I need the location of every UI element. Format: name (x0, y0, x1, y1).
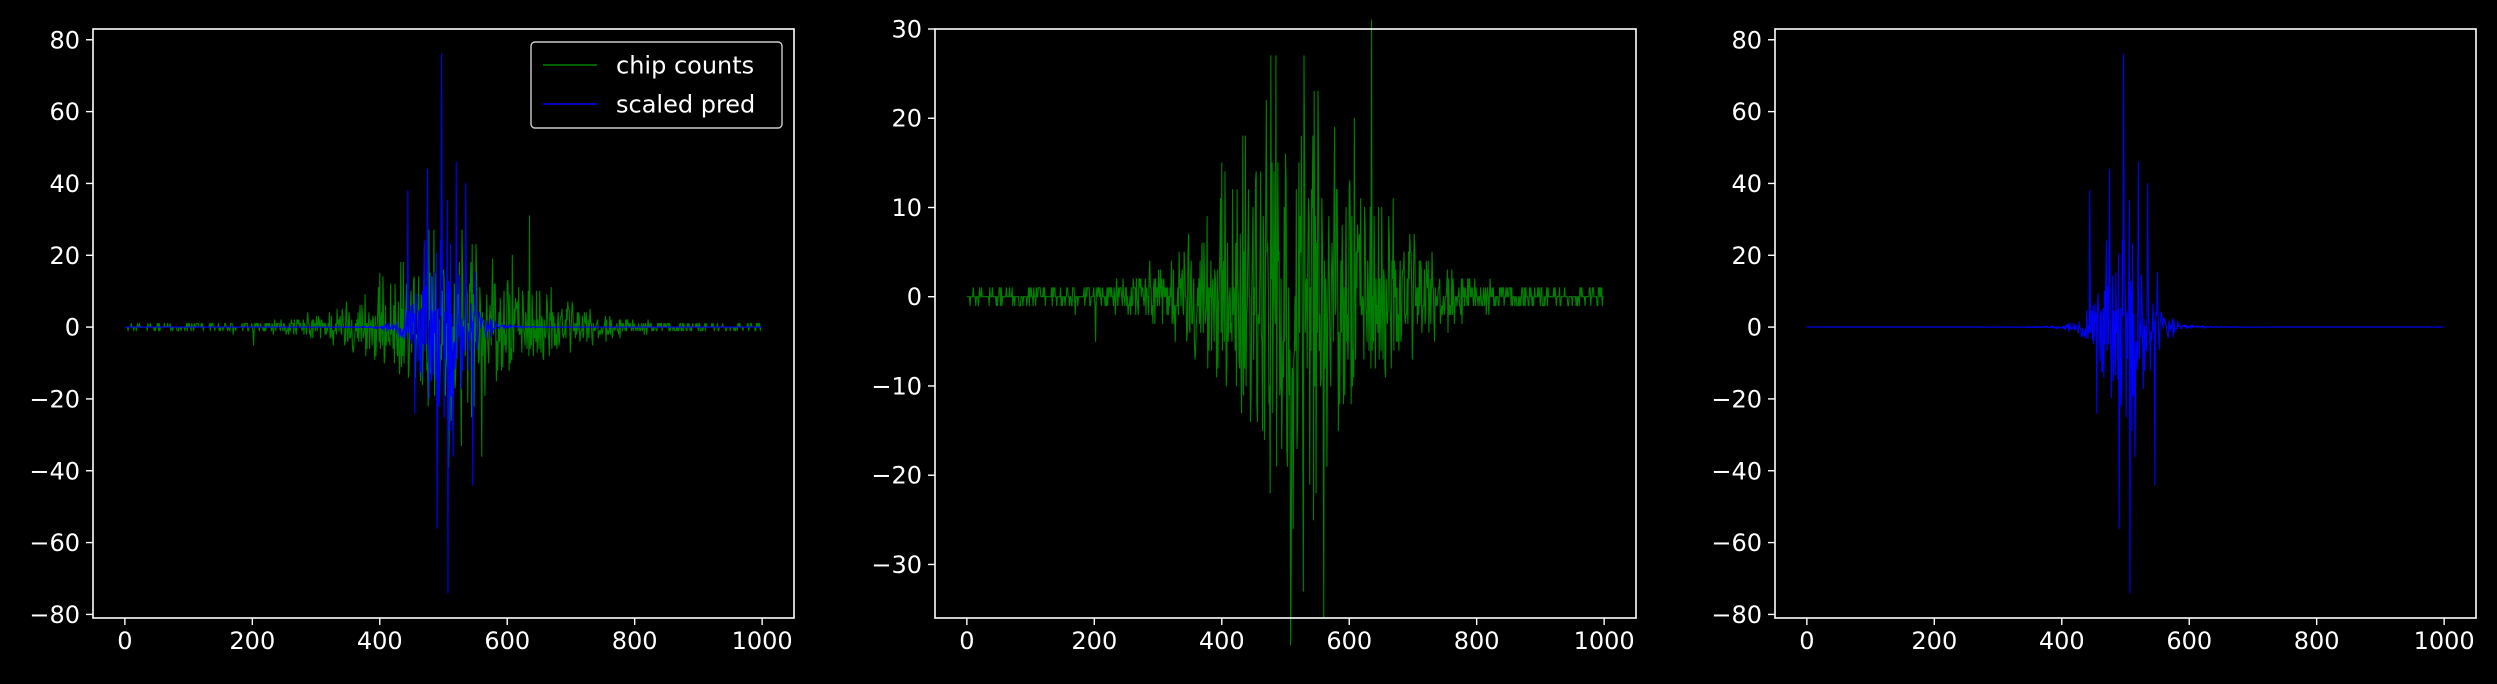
y-tick-label: −10 (871, 372, 922, 400)
x-tick-label: 800 (2294, 627, 2340, 655)
y-tick-label: 30 (891, 16, 922, 44)
y-tick-label: 40 (1731, 170, 1762, 198)
y-axis: −30 −20 −10 0 10 20 30 (871, 16, 935, 579)
x-tick-label: 1000 (2414, 627, 2475, 655)
series-line-scaled-pred (1806, 53, 2444, 594)
series-line-scaled-pred (124, 53, 762, 594)
x-tick-label: 200 (229, 627, 275, 655)
y-tick-label: 20 (891, 105, 922, 133)
x-tick-label: 800 (1454, 627, 1500, 655)
y-tick-label: −80 (1711, 601, 1762, 629)
y-tick-label: 40 (49, 170, 80, 198)
chart-panel-chip-counts: 0 200 400 600 800 1000 −30 −20 −10 0 10 20 30 (871, 16, 1637, 655)
x-tick-label: 1000 (732, 627, 793, 655)
x-tick-label: 0 (959, 627, 974, 655)
y-axis: −80 −60 −40 −20 0 20 40 60 80 (1711, 26, 1775, 629)
chart-panel-combined: 0 200 400 600 800 1000 −80−60−40−20020406080 … (29, 26, 795, 655)
x-axis: 0 200 400 600 800 1000 (1799, 618, 2475, 655)
y-tick-label: −40 (29, 457, 80, 485)
x-tick-label: 0 (1799, 627, 1814, 655)
x-tick-label: 600 (2166, 627, 2212, 655)
y-tick-label: −80 (29, 601, 80, 629)
y-tick-label: −20 (29, 385, 80, 413)
series-layer (124, 53, 762, 594)
legend-label-chip-counts: chip counts (616, 52, 754, 80)
series-line-chip-counts (966, 19, 1604, 646)
x-tick-label: 200 (1911, 627, 1957, 655)
legend-label-scaled-pred: scaled pred (616, 91, 755, 119)
y-tick-label: 20 (49, 242, 80, 270)
x-tick-label: 400 (1199, 627, 1245, 655)
legend-box (530, 41, 783, 129)
axes-frame (92, 28, 795, 619)
x-tick-label: 400 (2039, 627, 2085, 655)
y-tick-label: 80 (49, 26, 80, 54)
y-tick-label: −20 (871, 462, 922, 490)
x-tick-label: 400 (357, 627, 403, 655)
y-tick-label: −20 (1711, 385, 1762, 413)
y-tick-label: 0 (65, 314, 80, 342)
y-tick-label: −60 (29, 529, 80, 557)
x-tick-label: 600 (484, 627, 530, 655)
axes-frame (934, 28, 1637, 619)
legend: chip counts scaled pred (530, 41, 783, 129)
x-tick-label: 600 (1326, 627, 1372, 655)
x-tick-label: 200 (1071, 627, 1117, 655)
y-tick-label: 60 (49, 98, 80, 126)
y-axis: −80 −60 −40 −20 0 20 40 60 80 (29, 26, 93, 629)
y-tick-label: 60 (1731, 98, 1762, 126)
x-tick-label: 1000 (1574, 627, 1635, 655)
chart-panel-scaled-pred: 0 200 400 600 800 1000 −80 −60 −40 −20 0 20 40 60 80 (1711, 26, 2477, 655)
y-tick-label: −60 (1711, 529, 1762, 557)
y-tick-label: −30 (871, 551, 922, 579)
y-tick-label: −40 (1711, 457, 1762, 485)
y-tick-label: 0 (907, 283, 922, 311)
x-axis: 0 200 400 600 800 1000 (117, 618, 793, 655)
y-tick-label: 10 (891, 194, 922, 222)
axes-frame (1774, 28, 2477, 619)
x-axis: 0 200 400 600 800 1000 (959, 618, 1635, 655)
y-tick-label: 0 (1747, 314, 1762, 342)
y-tick-label: 20 (1731, 242, 1762, 270)
y-tick-label: 80 (1731, 26, 1762, 54)
x-tick-label: 0 (117, 627, 132, 655)
x-tick-label: 800 (612, 627, 658, 655)
series-layer (1806, 53, 2444, 594)
series-layer (966, 19, 1604, 646)
